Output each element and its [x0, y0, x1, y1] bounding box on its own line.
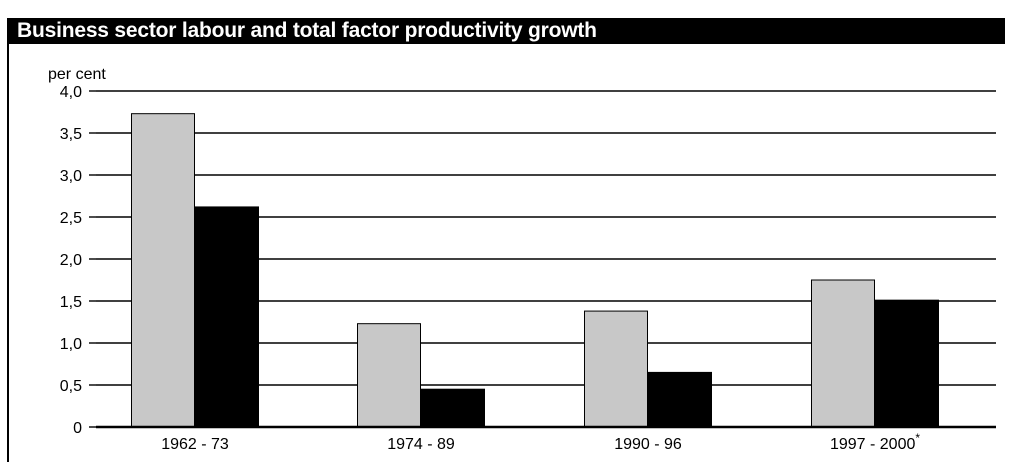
x-category-label: 1962 - 73: [161, 436, 229, 453]
y-axis-unit-label: per cent: [48, 66, 106, 83]
bars: [131, 113, 939, 428]
y-tick-labels: 0 0,5 1,0 1,5 2,0 2,5 3,0 3,5 4,0: [60, 84, 96, 437]
y-tick-label: 2,5: [60, 210, 82, 227]
y-tick-label: 3,5: [60, 126, 82, 143]
x-category-label: 1974 - 89: [387, 436, 455, 453]
category-name: 1974 - 89: [387, 436, 455, 453]
chart-title: Business sector labour and total factor …: [7, 18, 1005, 44]
bar-series-2: [421, 388, 485, 428]
frame-left-border: [7, 44, 9, 462]
bar-series-1: [584, 310, 648, 428]
bar-series-2: [875, 299, 939, 428]
bar-series-1: [131, 113, 195, 428]
y-tick-label: 1,5: [60, 294, 82, 311]
y-tick-label: 0,5: [60, 378, 82, 395]
category-name: 1997 - 2000: [830, 436, 916, 453]
footnote-mark: *: [915, 431, 920, 445]
y-tick-label: 0: [73, 420, 82, 437]
bar-series-1: [357, 323, 421, 428]
y-tick-label: 3,0: [60, 168, 82, 185]
y-tick-label: 4,0: [60, 84, 82, 101]
category-name: 1962 - 73: [161, 436, 229, 453]
bar-series-2: [195, 206, 259, 428]
x-category-label: 1990 - 96: [614, 436, 682, 453]
bar-series-2: [648, 371, 712, 428]
y-tick-label: 2,0: [60, 252, 82, 269]
y-tick-label: 1,0: [60, 336, 82, 353]
category-name: 1990 - 96: [614, 436, 682, 453]
x-category-label: 1997 - 2000*: [830, 431, 920, 453]
x-category-labels: 1962 - 73 1974 - 89 1990 - 96 1997 - 2000*: [161, 431, 920, 453]
bar-series-1: [811, 279, 875, 428]
